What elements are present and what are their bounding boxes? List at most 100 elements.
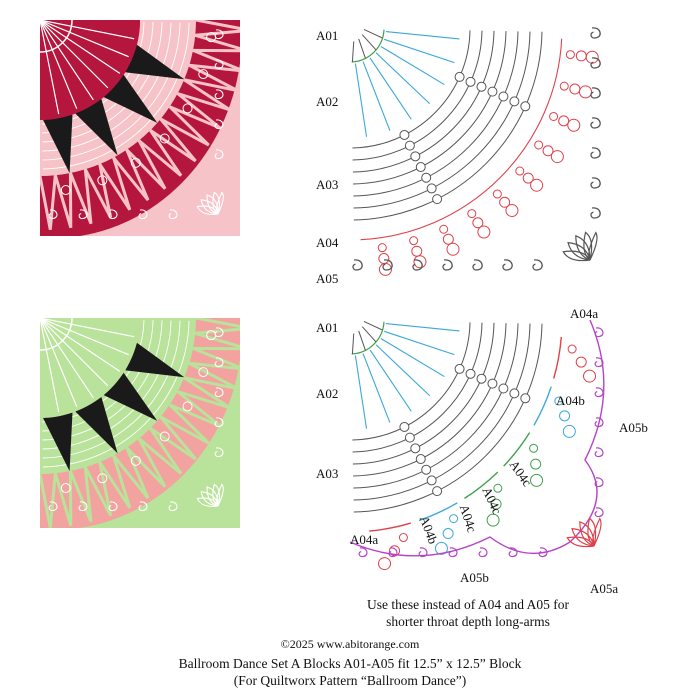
chain-circle — [410, 151, 421, 162]
black-triangle — [43, 114, 73, 174]
fan-hub-line — [351, 321, 385, 355]
concentric-arc — [352, 322, 483, 453]
block-preview-green — [40, 318, 240, 528]
fan-spike-line — [375, 344, 431, 397]
chain-circle — [487, 378, 498, 389]
line-drawing-bottom — [340, 310, 630, 582]
chain-circle — [487, 86, 498, 97]
black-triangle — [125, 342, 185, 378]
bubble-motif — [159, 431, 170, 442]
label-a01-bottom: A01 — [316, 320, 339, 335]
chain-circle — [520, 393, 531, 404]
fan-spike-line — [383, 38, 455, 64]
hub-ray — [358, 38, 366, 59]
a04-segment-bubble — [529, 443, 539, 453]
fan-ray — [40, 318, 121, 372]
black-triangle — [43, 412, 73, 472]
concentric-arc — [352, 322, 471, 441]
usage-note: Use these instead of A04 and A05 for sho… — [318, 596, 618, 630]
chain-circle — [399, 129, 410, 140]
hub-ray — [363, 320, 383, 331]
black-triangle — [103, 372, 158, 421]
fan-spike-line — [380, 46, 445, 86]
lotus-petal — [200, 491, 219, 507]
a04-bubble — [534, 140, 544, 150]
border-curl-right — [214, 149, 224, 160]
usage-note-line-1: Use these instead of A04 and A05 for — [366, 597, 570, 612]
a04-bubble — [411, 245, 423, 257]
lotus-petal-line — [588, 231, 598, 261]
lotus-petal — [216, 483, 224, 507]
label-a04b-top: A04b — [556, 393, 585, 408]
fan-hub — [40, 20, 73, 53]
a04-bubble — [575, 50, 587, 62]
chain-circle — [498, 383, 509, 394]
hub-ray — [358, 330, 366, 351]
border-curl-bottom — [168, 501, 178, 512]
a05b-curl-bottom — [538, 547, 548, 558]
chain-circle — [432, 486, 443, 497]
hub-ray — [351, 333, 355, 354]
lotus-petal-line — [567, 241, 591, 261]
a04-bubble — [377, 243, 387, 253]
bubble-motif — [159, 133, 170, 144]
fan-spike-line — [380, 338, 445, 378]
a04-segment-bubble — [583, 369, 597, 383]
a04-segment-bubble — [378, 557, 392, 571]
fan-spike-line — [362, 61, 391, 131]
chain-circle — [465, 76, 476, 87]
a05-curl-right — [590, 27, 601, 39]
a04-segment-bubble — [567, 344, 577, 354]
border-curl-bottom — [108, 501, 118, 512]
black-triangle — [125, 44, 185, 80]
a05-curl-bottom — [382, 259, 393, 271]
a05b-curl-right — [594, 357, 604, 368]
chain-circle — [399, 421, 410, 432]
a05-curl-bottom — [352, 259, 363, 271]
bubble-motif — [97, 175, 108, 186]
border-curl-bottom — [138, 501, 148, 512]
border-curl-bottom — [78, 501, 88, 512]
chain-circle — [421, 172, 432, 183]
a04-bubble — [442, 233, 454, 245]
black-triangle — [103, 74, 158, 123]
footer-subtitle: (For Quiltworx Pattern “Ballroom Dance”) — [233, 673, 467, 688]
a05-curl-right — [590, 87, 601, 99]
fan-ray — [40, 20, 135, 40]
bubble-motif — [198, 367, 209, 378]
fan-ray — [40, 318, 60, 413]
a04-segment-bubble — [490, 498, 502, 510]
a04-bubble — [578, 85, 592, 99]
fan-spike-line — [354, 63, 368, 137]
a04-bubble — [515, 166, 525, 176]
a04-segment-arc — [533, 386, 552, 426]
black-triangle — [75, 396, 118, 454]
bubble-motif — [130, 455, 141, 466]
label-a01-top: A01 — [316, 28, 339, 43]
a05-curl-right — [590, 207, 601, 219]
border-curl-right — [214, 119, 224, 130]
block-preview-green-art — [40, 318, 240, 528]
border-curl-bottom — [78, 209, 88, 220]
a04-segment-arc — [369, 522, 412, 532]
a05-curl-right — [590, 57, 601, 69]
lotus-petal-line — [592, 517, 602, 547]
lotus-petal — [200, 199, 219, 215]
a04-segment-arc — [464, 471, 499, 499]
a04-bubble — [499, 196, 511, 208]
fan-spike-line — [385, 31, 460, 40]
a05b-vine-bottom — [349, 536, 571, 557]
lotus-petal-line — [583, 231, 593, 261]
a04-bubble — [549, 111, 559, 121]
fan-spike-line — [354, 355, 368, 429]
usage-note-line-2: shorter throat depth long-arms — [386, 614, 550, 629]
chain-circle — [421, 464, 432, 475]
arc-stitch-line — [42, 22, 181, 161]
concentric-arc — [352, 30, 471, 149]
chain-circle — [404, 432, 415, 443]
label-a02-bottom: A02 — [316, 386, 339, 401]
a04-bubble — [530, 178, 544, 192]
fan-spike-line — [369, 349, 412, 412]
a05b-curl-bottom — [358, 547, 368, 558]
a05b-curl-right — [594, 417, 604, 428]
